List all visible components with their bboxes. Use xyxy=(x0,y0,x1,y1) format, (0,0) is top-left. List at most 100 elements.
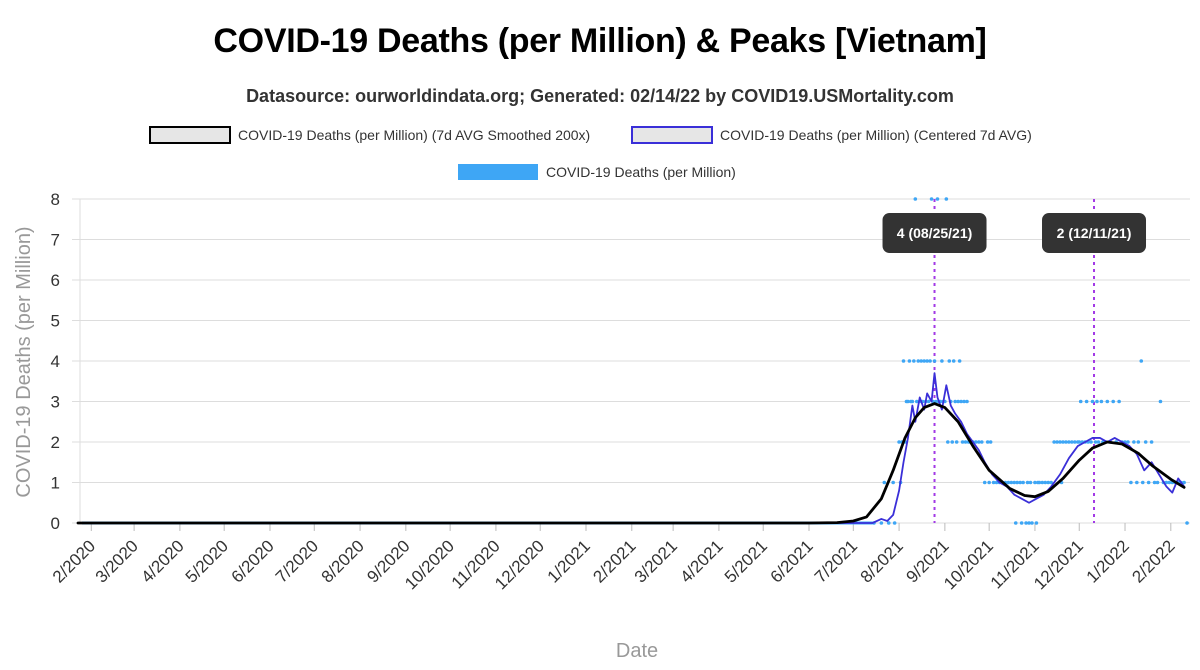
y-tick-label: 5 xyxy=(51,312,60,331)
daily-point xyxy=(913,197,918,201)
daily-point xyxy=(1027,521,1031,525)
daily-point xyxy=(882,480,887,485)
x-tick-label: 10/2021 xyxy=(940,536,997,593)
daily-point xyxy=(1013,521,1018,525)
daily-point xyxy=(1024,521,1028,525)
daily-point xyxy=(959,399,963,404)
daily-point xyxy=(1090,399,1095,404)
daily-point xyxy=(1009,480,1014,485)
daily-point xyxy=(1021,480,1025,485)
x-tick-label: 8/2021 xyxy=(857,536,907,586)
x-tick-label: 3/2021 xyxy=(631,536,681,586)
x-tick-label: 2/2021 xyxy=(589,536,639,586)
x-tick-label: 2/2022 xyxy=(1128,536,1178,586)
x-tick-label: 5/2020 xyxy=(182,536,232,586)
x-tick-label: 4/2020 xyxy=(138,536,188,586)
daily-point xyxy=(916,359,921,363)
daily-point xyxy=(1146,480,1151,485)
daily-point xyxy=(1096,440,1101,444)
y-tick-label: 8 xyxy=(51,190,60,209)
daily-point xyxy=(912,359,916,363)
y-tick-label: 2 xyxy=(51,433,60,452)
daily-point xyxy=(1167,480,1172,485)
y-tick-label: 1 xyxy=(51,474,60,493)
daily-point xyxy=(1078,399,1083,404)
daily-point xyxy=(929,197,934,201)
daily-point xyxy=(965,399,969,404)
peak-label-box xyxy=(1042,213,1147,253)
daily-point xyxy=(1061,440,1065,444)
daily-point xyxy=(1185,521,1189,525)
daily-point xyxy=(891,480,895,485)
daily-point xyxy=(1095,399,1099,404)
daily-point xyxy=(944,197,949,201)
daily-point xyxy=(901,359,906,363)
y-tick-label: 0 xyxy=(51,514,60,533)
daily-point xyxy=(963,440,968,444)
daily-point xyxy=(919,359,924,363)
legend-swatch-0 xyxy=(149,126,231,144)
daily-point xyxy=(1158,399,1163,404)
daily-point xyxy=(1149,440,1154,444)
daily-point xyxy=(1037,480,1042,485)
daily-point xyxy=(1049,480,1053,485)
chart-subtitle: Datasource: ourworldindata.org; Generate… xyxy=(246,86,954,106)
y-axis-title: COVID-19 Deaths (per Million) xyxy=(13,226,35,497)
daily-point xyxy=(897,440,901,444)
x-tick-label: 10/2020 xyxy=(401,536,458,593)
x-tick-label: 2/2020 xyxy=(49,536,99,586)
daily-point xyxy=(988,440,993,444)
daily-point xyxy=(1111,399,1116,404)
daily-point xyxy=(906,399,910,404)
daily-point xyxy=(1058,440,1062,444)
daily-point xyxy=(925,359,929,363)
daily-point xyxy=(1084,399,1089,404)
centered-7d-avg-line xyxy=(78,372,1185,524)
x-tick-label: 12/2021 xyxy=(1030,536,1087,593)
legend-label-0: COVID-19 Deaths (per Million) (7d AVG Sm… xyxy=(238,127,590,143)
legend-label-1: COVID-19 Deaths (per Million) (Centered … xyxy=(720,127,1032,143)
daily-point xyxy=(1126,440,1130,444)
x-tick-label: 12/2020 xyxy=(491,536,548,593)
daily-point xyxy=(1046,480,1051,485)
daily-point xyxy=(1129,480,1133,485)
x-tick-label: 1/2021 xyxy=(544,536,594,586)
x-tick-label: 8/2020 xyxy=(318,536,368,586)
x-tick-label: 6/2020 xyxy=(228,536,278,586)
daily-point xyxy=(1155,480,1160,485)
x-tick-label: 3/2020 xyxy=(92,536,142,586)
daily-point xyxy=(987,480,991,485)
daily-point xyxy=(1099,399,1104,404)
daily-point xyxy=(991,480,996,485)
daily-point xyxy=(1064,440,1068,444)
daily-point xyxy=(926,399,931,404)
y-tick-label: 7 xyxy=(51,231,60,250)
y-gridlines xyxy=(72,198,1190,524)
series-lines xyxy=(76,372,1186,525)
daily-point xyxy=(951,359,956,363)
daily-point xyxy=(982,480,987,485)
daily-point xyxy=(1105,399,1110,404)
daily-point xyxy=(1143,440,1148,444)
x-axis-title: Date xyxy=(616,640,658,662)
daily-point xyxy=(928,359,932,363)
daily-point xyxy=(1140,480,1145,485)
daily-point xyxy=(1132,440,1136,444)
chart-title: COVID-19 Deaths (per Million) & Peaks [V… xyxy=(213,22,987,60)
daily-point xyxy=(994,480,999,485)
daily-point xyxy=(886,521,891,525)
legend-swatch-2 xyxy=(458,164,538,180)
daily-point xyxy=(892,521,897,525)
daily-point xyxy=(1135,480,1139,485)
peak-labels: 4 (08/25/21) 2 (12/11/21) xyxy=(882,213,1147,253)
daily-point xyxy=(947,359,952,363)
daily-point xyxy=(1006,480,1011,485)
y-tick-label: 6 xyxy=(51,271,60,290)
daily-point xyxy=(1019,521,1024,525)
daily-point xyxy=(1034,521,1039,525)
legend: COVID-19 Deaths (per Million) (7d AVG Sm… xyxy=(149,126,1032,180)
daily-point xyxy=(985,440,990,444)
daily-point xyxy=(1025,480,1030,485)
daily-point xyxy=(932,359,937,363)
daily-point xyxy=(953,399,957,404)
